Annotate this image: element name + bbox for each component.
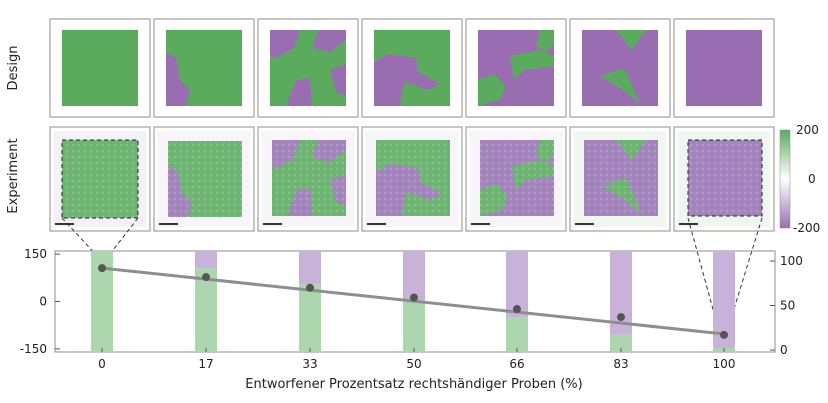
x-axis-label: Entworfener Prozentsatz rechtshändiger P… [245,377,582,392]
experiment-row [49,126,775,232]
point-33 [306,283,314,292]
left-tick--150: -150 [20,342,47,356]
experiment-row-label: Experiment [6,138,21,213]
bar-green-17 [195,268,217,352]
bar-purple-100 [713,251,735,348]
x-tick-66: 66 [509,357,524,371]
design-panel-100 [673,18,775,118]
design-panel-66 [465,18,567,118]
design-panel-50 [361,18,463,118]
design-row [49,18,775,118]
experiment-panel-0 [49,126,151,232]
x-tick-50: 50 [406,357,421,371]
design-row-label: Design [6,46,21,91]
bar-green-66 [506,317,528,352]
x-axis: 0 17 33 50 66 83 100 [98,348,735,371]
point-66 [513,305,521,314]
x-tick-100: 100 [713,357,736,371]
bar-purple-33 [299,251,321,285]
left-tick-0: 0 [39,295,47,309]
colorbar-tick-min: -200 [793,221,820,235]
right-tick-0: 0 [780,343,788,357]
x-tick-33: 33 [302,357,317,371]
design-panel-0 [49,18,151,118]
experiment-panel-17 [153,126,255,232]
right-tick-50: 50 [780,299,795,313]
experiment-panel-33 [257,126,359,232]
bar-green-83 [610,334,632,352]
bar-green-50 [403,301,425,352]
design-panel-33 [257,18,359,118]
x-tick-83: 83 [613,357,628,371]
colorbar: 200 0 -200 [779,123,820,235]
colorbar-tick-max: 200 [796,123,819,137]
right-tick-100: 100 [780,254,803,268]
right-axis: 100 50 0 [770,254,803,357]
x-tick-17: 17 [198,357,213,371]
experiment-panel-83 [569,126,671,232]
left-tick-150: 150 [24,247,47,261]
experiment-panel-66 [465,126,567,232]
bar-purple-17 [195,251,217,269]
experiment-panel-100 [673,126,775,232]
left-axis: 150 0 -150 [20,247,60,356]
design-panel-83 [569,18,671,118]
x-tick-0: 0 [98,357,106,371]
bar-green-33 [299,284,321,352]
chart: 150 0 -150 100 50 0 0 17 33 50 66 83 100 Entworfen… [20,247,803,392]
point-0 [98,264,106,273]
design-panel-17 [153,18,255,118]
bars [91,251,735,352]
bar-purple-50 [403,251,425,302]
bar-purple-83 [610,251,632,335]
point-50 [410,293,418,302]
point-17 [202,273,210,282]
bar-purple-66 [506,251,528,318]
point-100 [720,330,728,339]
points [98,264,728,339]
experiment-panel-50 [361,126,463,232]
bar-green-0 [91,251,113,352]
colorbar-tick-zero: 0 [808,172,816,186]
point-83 [617,313,625,322]
